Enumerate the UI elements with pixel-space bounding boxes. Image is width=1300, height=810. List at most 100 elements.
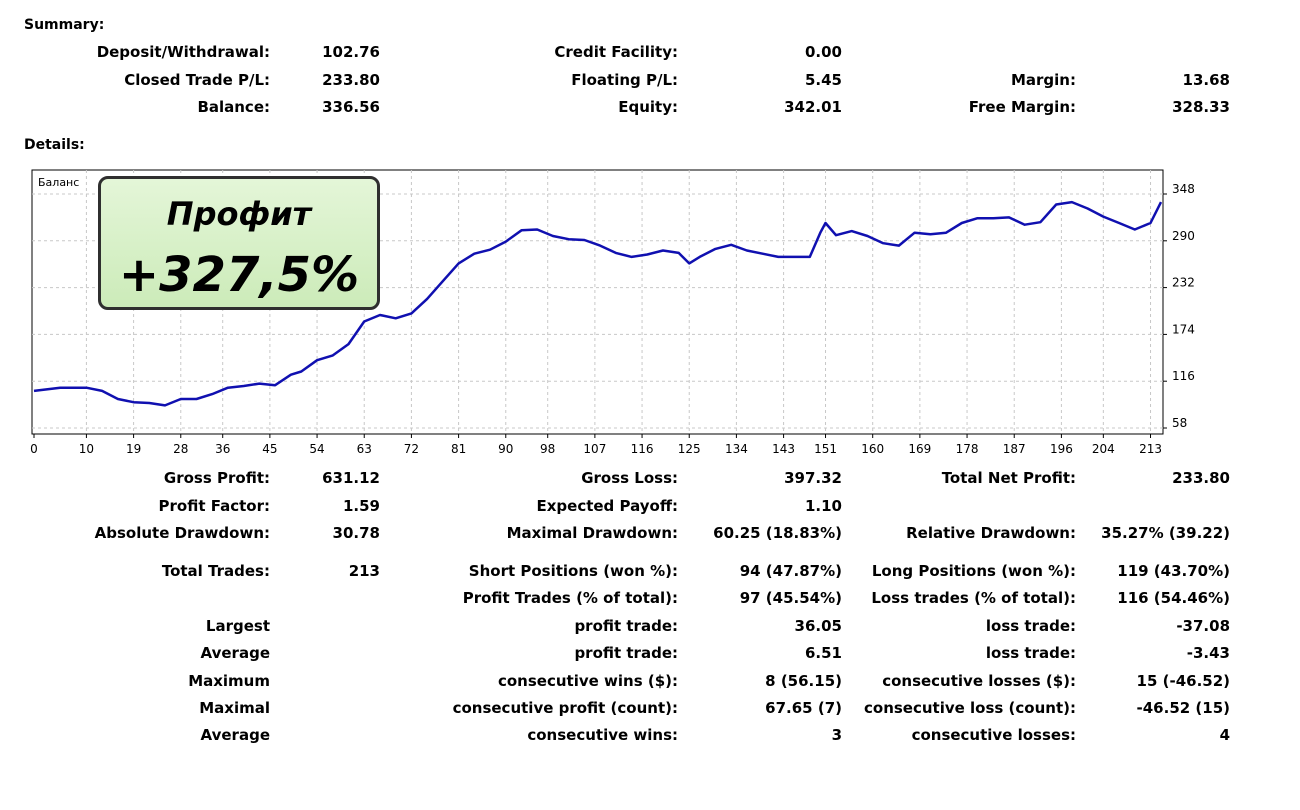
label-col2: consecutive wins:: [527, 726, 678, 745]
value-col2: 342.01: [784, 98, 842, 116]
value-col2: 1.10: [804, 496, 842, 515]
value-col3: 328.33: [1172, 98, 1230, 116]
x-tick-label: 178: [956, 442, 979, 456]
y-tick-label: 348: [1172, 182, 1195, 196]
value-col1: 233.80: [322, 70, 380, 89]
label-col2: consecutive wins ($):: [497, 671, 678, 690]
value-col1: 30.78: [332, 524, 380, 542]
value-col1: 631.12: [322, 469, 380, 487]
value-col2: 0.00: [804, 43, 842, 61]
label-col3: Free Margin:: [968, 98, 1076, 116]
label-col2: consecutive profit (count):: [452, 699, 678, 717]
x-tick-label: 116: [631, 442, 654, 456]
x-tick-label: 10: [79, 442, 94, 456]
label-col2: Floating P/L:: [571, 70, 678, 89]
x-tick-label: 28: [173, 442, 188, 456]
value-col2: 3: [831, 726, 842, 745]
label-col3: Total Net Profit:: [941, 469, 1076, 487]
label-col3: consecutive loss (count):: [864, 699, 1076, 717]
value-col2: 94 (47.87%): [739, 562, 842, 580]
value-col3: 35.27% (39.22): [1101, 524, 1230, 542]
x-tick-label: 204: [1092, 442, 1115, 456]
label-col3: Margin:: [1010, 70, 1076, 89]
label-col1: Gross Profit:: [163, 469, 270, 487]
x-tick-label: 45: [262, 442, 277, 456]
y-tick-label: 232: [1172, 276, 1195, 290]
label-col1: Balance:: [197, 98, 270, 116]
x-tick-label: 125: [678, 442, 701, 456]
label-col3: Relative Drawdown:: [906, 524, 1076, 542]
label-col1: Total Trades:: [161, 562, 270, 580]
x-tick-label: 134: [725, 442, 748, 456]
label-col2: profit trade:: [574, 644, 678, 663]
x-tick-label: 72: [404, 442, 419, 456]
label-col2: Credit Facility:: [554, 43, 678, 61]
label-col1: Maximum: [188, 671, 270, 690]
value-col1: 1.59: [342, 496, 380, 515]
x-tick-label: 151: [814, 442, 837, 456]
label-col2: Profit Trades (% of total):: [462, 589, 678, 608]
label-col1: Maximal: [199, 699, 270, 717]
x-tick-label: 187: [1003, 442, 1026, 456]
x-tick-label: 160: [861, 442, 884, 456]
y-tick-label: 58: [1172, 416, 1187, 430]
profit-badge: Профит +327,5%: [98, 176, 380, 310]
label-col1: Average: [200, 726, 270, 745]
label-col1: Closed Trade P/L:: [124, 70, 270, 89]
x-tick-label: 169: [908, 442, 931, 456]
x-tick-label: 81: [451, 442, 466, 456]
details-title: Details:: [24, 137, 85, 153]
label-col2: Maximal Drawdown:: [506, 524, 678, 542]
x-tick-label: 196: [1050, 442, 1073, 456]
summary-title: Summary:: [24, 17, 105, 33]
label-col2: Gross Loss:: [581, 469, 678, 487]
x-tick-label: 0: [30, 442, 38, 456]
x-tick-label: 213: [1139, 442, 1162, 456]
value-col2: 5.45: [804, 70, 842, 89]
y-tick-label: 290: [1172, 229, 1195, 243]
value-col2: 97 (45.54%): [739, 589, 842, 608]
chart-title: Баланс: [38, 176, 79, 189]
value-col3: -37.08: [1176, 616, 1230, 635]
value-col3: -46.52 (15): [1136, 699, 1230, 717]
x-tick-label: 107: [583, 442, 606, 456]
label-col3: consecutive losses:: [911, 726, 1076, 745]
y-tick-label: 174: [1172, 322, 1195, 336]
value-col1: 213: [348, 562, 380, 580]
x-tick-label: 63: [357, 442, 372, 456]
value-col3: 116 (54.46%): [1117, 589, 1230, 608]
label-col1: Profit Factor:: [158, 496, 270, 515]
label-col3: loss trade:: [985, 644, 1076, 663]
x-tick-label: 36: [215, 442, 230, 456]
value-col3: 233.80: [1172, 469, 1230, 487]
x-tick-label: 143: [772, 442, 795, 456]
value-col3: 119 (43.70%): [1117, 562, 1230, 580]
balance-series-line: [33, 200, 1163, 407]
x-tick-label: 54: [309, 442, 324, 456]
label-col2: profit trade:: [574, 616, 678, 635]
value-col3: 13.68: [1182, 70, 1230, 89]
x-tick-label: 98: [540, 442, 555, 456]
x-tick-label: 90: [498, 442, 513, 456]
value-col3: -3.43: [1186, 644, 1230, 663]
value-col2: 8 (56.15): [765, 671, 842, 690]
label-col3: consecutive losses ($):: [882, 671, 1076, 690]
label-col2: Equity:: [618, 98, 678, 116]
value-col2: 60.25 (18.83%): [713, 524, 842, 542]
value-col3: 4: [1219, 726, 1230, 745]
value-col2: 36.05: [794, 616, 842, 635]
value-col2: 6.51: [804, 644, 842, 663]
label-col3: Long Positions (won %):: [871, 562, 1076, 580]
label-col2: Short Positions (won %):: [468, 562, 678, 580]
y-tick-label: 116: [1172, 369, 1195, 383]
label-col1: Largest: [205, 616, 270, 635]
label-col3: Loss trades (% of total):: [871, 589, 1076, 608]
label-col3: loss trade:: [985, 616, 1076, 635]
profit-badge-title: Профит: [166, 195, 312, 233]
x-tick-label: 19: [126, 442, 141, 456]
label-col1: Average: [200, 644, 270, 663]
value-col1: 336.56: [322, 98, 380, 116]
label-col1: Absolute Drawdown:: [94, 524, 270, 542]
profit-badge-value: +327,5%: [118, 247, 360, 303]
label-col1: Deposit/Withdrawal:: [96, 43, 270, 61]
